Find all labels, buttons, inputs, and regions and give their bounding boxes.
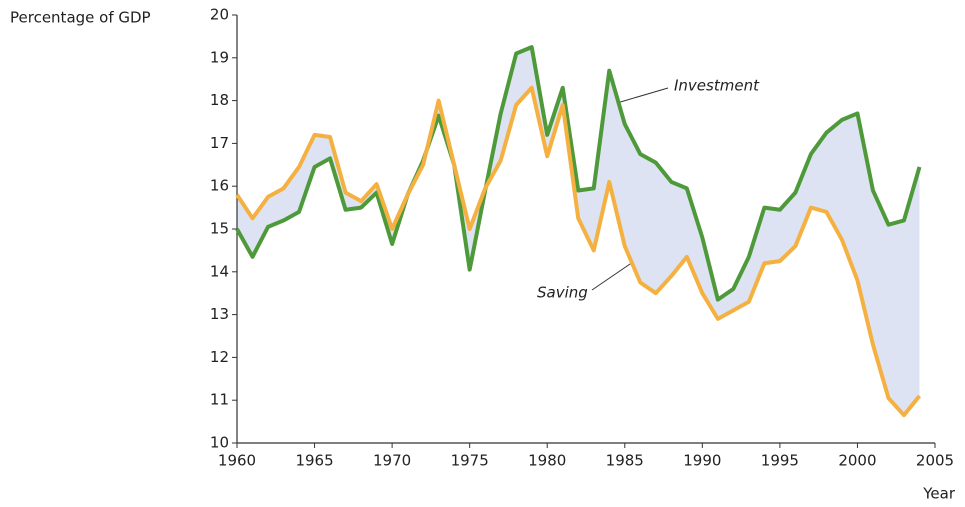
x-tick-label: 1990 xyxy=(683,452,721,470)
shaded-gap xyxy=(237,47,920,416)
y-tick-label: 12 xyxy=(210,348,229,366)
x-tick-label: 1970 xyxy=(373,452,411,470)
x-tick-label: 1995 xyxy=(761,452,799,470)
leader-line xyxy=(591,261,634,291)
leader-line xyxy=(616,87,669,104)
y-tick-label: 11 xyxy=(210,391,229,409)
y-tick-label: 19 xyxy=(210,48,229,66)
x-tick-label: 1975 xyxy=(451,452,489,470)
x-tick-label: 1980 xyxy=(528,452,566,470)
x-tick-label: 1960 xyxy=(218,452,256,470)
series-line xyxy=(235,85,922,418)
y-tick-label: 15 xyxy=(210,220,229,238)
x-tick-label: 1965 xyxy=(295,452,333,470)
x-tick-label: 2005 xyxy=(916,452,954,470)
y-tick-label: 14 xyxy=(210,262,229,280)
annotation: Investment xyxy=(674,77,760,95)
annotation: Saving xyxy=(537,284,588,302)
x-axis-label: Year xyxy=(922,485,956,503)
x-tick-label: 1985 xyxy=(606,452,644,470)
y-tick-label: 20 xyxy=(210,6,229,24)
x-tick-label: 2000 xyxy=(838,452,876,470)
y-tick-label: 17 xyxy=(210,134,229,152)
y-tick-label: 16 xyxy=(210,177,229,195)
y-tick-label: 18 xyxy=(210,91,229,109)
y-tick-label: 10 xyxy=(210,434,229,452)
y-axis-label: Percentage of GDP xyxy=(10,9,151,27)
y-tick-label: 13 xyxy=(210,305,229,323)
series-line xyxy=(235,45,922,302)
